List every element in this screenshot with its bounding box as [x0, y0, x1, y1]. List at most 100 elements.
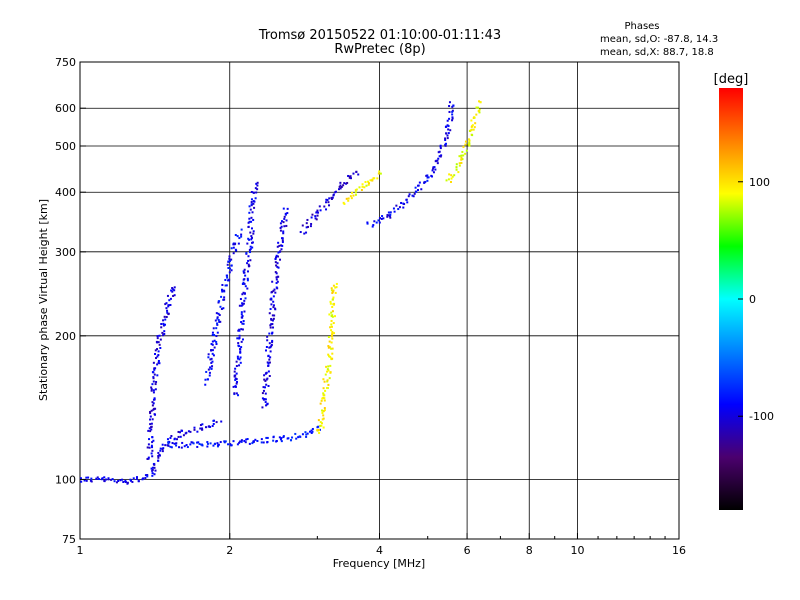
echo-point [236, 337, 239, 340]
echo-point [273, 288, 276, 291]
echo-point [238, 364, 241, 367]
echo-point [215, 335, 218, 338]
echo-point [238, 358, 241, 361]
echo-point [333, 303, 336, 306]
echo-point [211, 333, 214, 336]
echo-point [89, 479, 92, 482]
echo-point [250, 198, 253, 201]
echo-point [372, 224, 375, 227]
echo-point [268, 361, 271, 364]
echo-point [173, 294, 176, 297]
echo-point [113, 480, 116, 483]
echo-point [191, 441, 194, 444]
echo-point [311, 427, 314, 430]
echo-point [299, 231, 302, 234]
echo-point [208, 425, 211, 428]
echo-point [271, 319, 274, 322]
echo-point [271, 339, 274, 342]
echo-point [366, 180, 369, 183]
echo-point [251, 442, 254, 445]
echo-point [322, 378, 325, 381]
echo-point [240, 304, 243, 307]
echo-point [217, 301, 220, 304]
echo-point [211, 349, 214, 352]
echo-point [251, 246, 254, 249]
echo-point [103, 476, 106, 479]
echo-point [232, 440, 235, 443]
echo-point [164, 303, 167, 306]
echo-point [247, 221, 250, 224]
echo-point [327, 369, 330, 372]
echo-point [275, 282, 278, 285]
echo-point [273, 314, 276, 317]
echo-point [196, 441, 199, 444]
echo-point [264, 386, 267, 389]
echo-point [244, 297, 247, 300]
echo-point [455, 163, 458, 166]
echo-point [170, 434, 173, 437]
echo-point [240, 228, 243, 231]
echo-point [241, 315, 244, 318]
echo-point [317, 419, 320, 422]
echo-point [329, 326, 332, 329]
phase-stats-x: mean, sd,X: 88.7, 18.8 [600, 47, 714, 58]
echo-point [166, 294, 169, 297]
echo-point [332, 322, 335, 325]
echo-point [325, 208, 328, 211]
echo-point [474, 122, 477, 125]
echo-point [240, 328, 243, 331]
echo-point [389, 211, 392, 214]
phase-stats-o: mean, sd,O: -87.8, 14.3 [600, 34, 718, 45]
echo-point [270, 345, 273, 348]
echo-point [213, 346, 216, 349]
echo-point [272, 306, 275, 309]
echo-point [330, 315, 333, 318]
echo-point [248, 238, 251, 241]
echo-point [329, 364, 332, 367]
echo-point [171, 287, 174, 290]
echo-point [276, 245, 279, 248]
echo-point [250, 220, 253, 223]
echo-point [243, 282, 246, 285]
echo-point [268, 312, 271, 315]
echo-point [204, 383, 207, 386]
echo-point [316, 209, 319, 212]
echo-point [326, 379, 329, 382]
echo-point [230, 247, 233, 250]
echo-point [451, 105, 454, 108]
echo-point [444, 144, 447, 147]
echo-point [339, 184, 342, 187]
echo-point [154, 469, 157, 472]
echo-point [211, 424, 214, 427]
echo-point [151, 436, 154, 439]
echo-point [268, 342, 271, 345]
echo-point [235, 360, 238, 363]
echo-point [252, 200, 255, 203]
echo-point [328, 313, 331, 316]
echo-point [330, 329, 333, 332]
echo-point [464, 140, 467, 143]
echo-point [281, 241, 284, 244]
echo-point [157, 451, 160, 454]
echo-point [371, 225, 374, 228]
echo-point [270, 323, 273, 326]
echo-point [223, 289, 226, 292]
echo-point [272, 289, 275, 292]
echo-point [166, 311, 169, 314]
echo-point [150, 467, 153, 470]
echo-point [233, 243, 236, 246]
echo-point [279, 227, 282, 230]
echo-point [254, 197, 257, 200]
echo-point [265, 383, 268, 386]
echo-point [161, 450, 164, 453]
echo-point [327, 346, 330, 349]
echo-point [426, 174, 429, 177]
echo-point [295, 437, 298, 440]
echo-point [206, 378, 209, 381]
echo-point [358, 186, 361, 189]
echo-point [110, 478, 113, 481]
echo-point [321, 409, 324, 412]
echo-point [334, 291, 337, 294]
echo-point [230, 264, 233, 267]
echo-point [124, 481, 127, 484]
